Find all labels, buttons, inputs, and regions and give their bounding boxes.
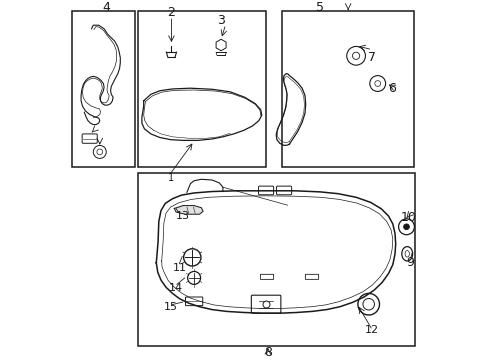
Text: 10: 10 [400,211,415,224]
Text: 14: 14 [169,283,183,293]
Bar [282,11,413,167]
Text: 3: 3 [217,14,224,27]
Text: 7: 7 [367,51,376,64]
Circle shape [403,224,408,230]
Text: 11: 11 [172,263,186,273]
Text: 12: 12 [365,325,379,336]
Text: 9: 9 [406,256,413,269]
Text: 13: 13 [176,211,190,221]
Text: 5: 5 [315,1,324,14]
Polygon shape [142,88,261,140]
Polygon shape [156,191,395,313]
Bar [138,173,415,346]
Text: 15: 15 [163,302,177,312]
Text: 6: 6 [387,82,395,95]
Text: 8: 8 [264,346,271,359]
Bar [138,11,265,167]
Bar [72,11,134,167]
Polygon shape [276,74,305,145]
Polygon shape [174,206,203,214]
Text: 2: 2 [166,6,174,19]
Text: 4: 4 [102,1,110,14]
Text: 1: 1 [167,173,173,183]
